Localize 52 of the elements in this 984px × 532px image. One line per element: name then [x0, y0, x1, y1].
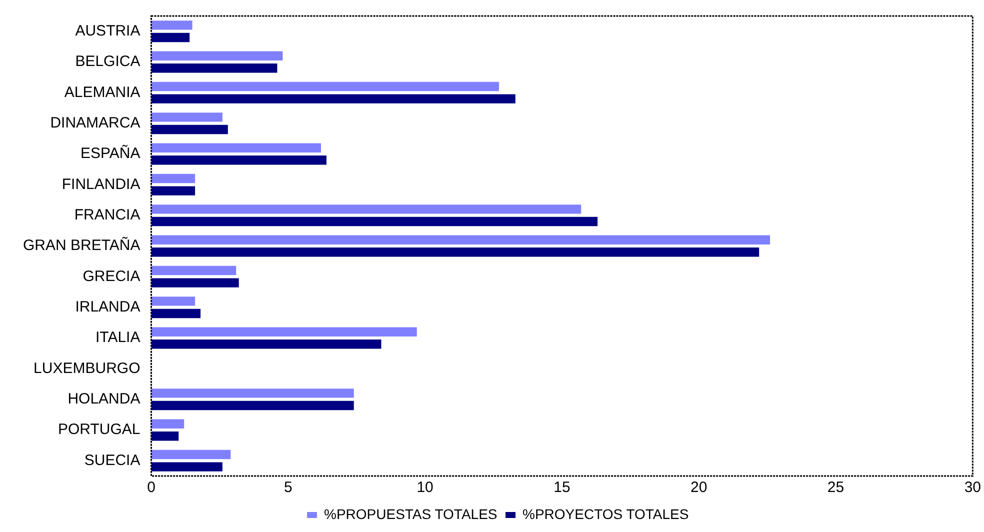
y-tick-label: FINLANDIA	[62, 176, 140, 193]
bar	[151, 82, 499, 92]
y-tick-label: ITALIA	[95, 329, 140, 346]
bar	[151, 64, 278, 73]
bar	[151, 388, 354, 398]
y-tick-label: PORTUGAL	[58, 421, 140, 438]
legend-label: %PROPUESTAS TOTALES	[324, 506, 498, 522]
bar	[151, 216, 598, 226]
x-tick-label: 10	[416, 479, 434, 496]
bar	[151, 143, 321, 152]
x-tick-label: 20	[690, 479, 708, 496]
bar	[151, 450, 231, 460]
bar	[151, 462, 222, 472]
y-tick-label: IRLANDA	[75, 298, 140, 316]
legend-label: %PROYECTOS TOTALES	[522, 506, 689, 522]
bar	[151, 400, 354, 410]
y-tick-label: SUECIA	[84, 452, 140, 469]
bar	[151, 327, 417, 336]
bar	[151, 174, 196, 184]
bar	[151, 340, 382, 349]
y-tick-label: ESPAÑA	[80, 144, 140, 162]
bar	[151, 204, 582, 214]
y-tick-label: GRAN BRETAÑA	[22, 236, 140, 254]
x-tick-label: 25	[827, 479, 844, 496]
y-tick-label: GRECIA	[82, 268, 140, 285]
bar	[151, 20, 192, 30]
bar	[151, 112, 222, 122]
y-tick-label: LUXEMBURGO	[34, 360, 140, 377]
y-tick-label: FRANCIA	[74, 206, 140, 224]
bar	[151, 248, 760, 257]
bar	[151, 296, 196, 306]
bar	[151, 94, 516, 104]
bar	[151, 432, 179, 441]
bar	[151, 124, 228, 134]
bar	[151, 235, 770, 244]
y-tick-label: AUSTRIA	[75, 22, 140, 40]
bar	[151, 156, 326, 165]
x-tick-label: 5	[284, 479, 292, 496]
y-tick-label: BELGICA	[75, 53, 140, 70]
y-tick-label: ALEMANIA	[64, 84, 140, 101]
bar	[151, 51, 283, 60]
y-tick-label: HOLANDA	[68, 390, 140, 408]
y-tick-label: DINAMARCA	[50, 114, 140, 132]
x-tick-label: 0	[147, 479, 156, 496]
bar	[151, 308, 201, 318]
bar	[151, 186, 196, 196]
bar	[151, 419, 184, 428]
x-tick-label: 30	[964, 479, 981, 496]
bar	[151, 32, 190, 42]
bar	[151, 266, 236, 276]
bar	[151, 278, 239, 288]
x-tick-label: 15	[554, 479, 570, 496]
